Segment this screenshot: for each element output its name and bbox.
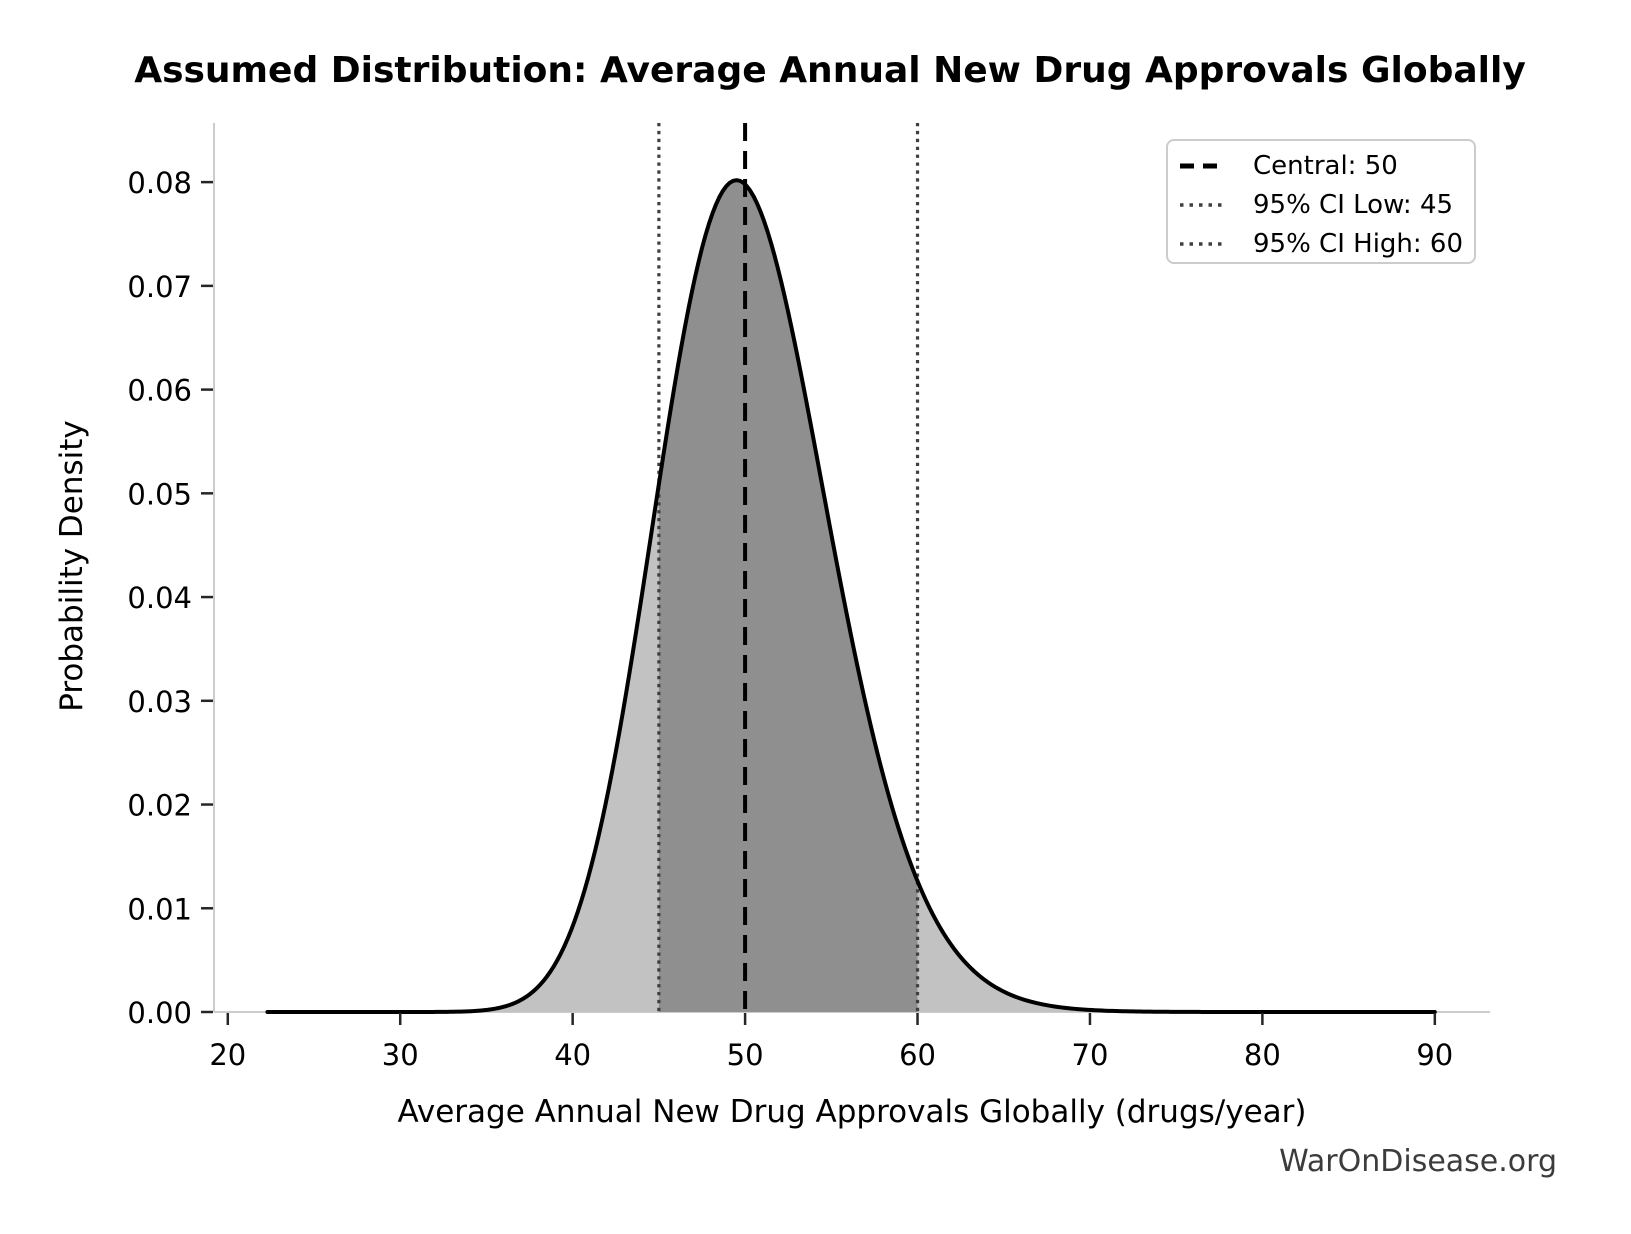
x-tick-label: 70 [1072, 1038, 1109, 1072]
density-fills [267, 180, 1435, 1013]
ci-fill [658, 180, 918, 1013]
y-tick-label: 0.04 [127, 581, 192, 615]
legend-label-central: Central: 50 [1253, 150, 1398, 181]
y-tick-label: 0.00 [127, 996, 192, 1030]
x-axis-label: Average Annual New Drug Approvals Global… [397, 1094, 1307, 1130]
x-tick-label: 40 [554, 1038, 591, 1072]
y-tick-label: 0.02 [127, 789, 192, 823]
legend-item-central: Central: 50 [1179, 146, 1474, 185]
legend-label-ci-high: 95% CI High: 60 [1253, 228, 1464, 259]
x-tick-label: 50 [727, 1038, 764, 1072]
density-curve [265, 178, 1437, 1014]
legend: Central: 50 95% CI Low: 45 95% CI High: … [1166, 139, 1476, 264]
y-tick-label: 0.01 [127, 892, 192, 926]
y-tick-label: 0.05 [127, 477, 192, 511]
legend-item-ci-low: 95% CI Low: 45 [1179, 185, 1474, 224]
dotted-line-icon [1180, 202, 1224, 207]
legend-label-ci-low: 95% CI Low: 45 [1253, 189, 1454, 220]
y-axis-label: Probability Density [54, 420, 90, 712]
x-tick-label: 30 [382, 1038, 419, 1072]
dashed-line-icon [1180, 163, 1224, 168]
density-curve-group [265, 178, 1437, 1014]
x-tick-label: 80 [1244, 1038, 1281, 1072]
x-tick-label: 20 [209, 1038, 246, 1072]
y-tick-label: 0.07 [127, 270, 192, 304]
watermark: WarOnDisease.org [1279, 1144, 1557, 1179]
annotation-lines [657, 123, 920, 1012]
legend-item-ci-high: 95% CI High: 60 [1179, 224, 1474, 263]
x-tick-label: 60 [899, 1038, 936, 1072]
chart-title: Assumed Distribution: Average Annual New… [134, 50, 1526, 91]
y-tick-label: 0.06 [127, 374, 192, 408]
y-axis-ticks: 0.00 0.01 0.02 0.03 0.04 0.05 0.06 0.07 0.08 [127, 166, 213, 1030]
y-tick-label: 0.03 [127, 685, 192, 719]
x-axis-ticks: 20 30 40 50 60 70 80 90 [209, 1013, 1453, 1072]
x-tick-label: 90 [1416, 1038, 1453, 1072]
y-tick-label: 0.08 [127, 166, 192, 200]
dotted-line-icon [1180, 241, 1224, 246]
